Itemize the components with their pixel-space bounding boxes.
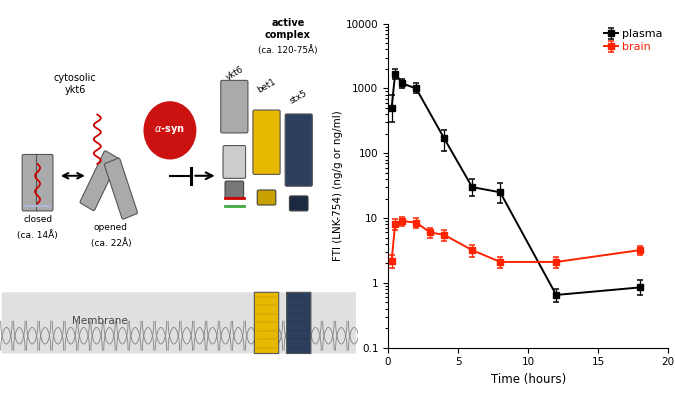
- Text: closed: closed: [23, 215, 52, 224]
- FancyBboxPatch shape: [225, 181, 244, 198]
- FancyBboxPatch shape: [287, 292, 311, 354]
- X-axis label: Time (hours): Time (hours): [491, 373, 566, 386]
- FancyBboxPatch shape: [36, 154, 53, 211]
- FancyBboxPatch shape: [2, 292, 356, 354]
- Text: stx5: stx5: [288, 89, 309, 106]
- FancyBboxPatch shape: [105, 158, 138, 219]
- Y-axis label: FTI (LNK-754) (ng/g or ng/ml): FTI (LNK-754) (ng/g or ng/ml): [333, 110, 343, 261]
- Text: Membrane: Membrane: [72, 316, 128, 326]
- Text: $\alpha$-syn: $\alpha$-syn: [155, 124, 186, 136]
- FancyBboxPatch shape: [290, 196, 308, 211]
- Text: cytosolic
ykt6: cytosolic ykt6: [54, 73, 97, 96]
- FancyBboxPatch shape: [254, 292, 279, 354]
- FancyBboxPatch shape: [223, 146, 246, 178]
- FancyBboxPatch shape: [257, 190, 276, 205]
- Text: ykt6: ykt6: [224, 65, 245, 83]
- Text: (ca. 14Å): (ca. 14Å): [17, 230, 58, 240]
- FancyBboxPatch shape: [22, 154, 38, 211]
- FancyBboxPatch shape: [285, 114, 313, 186]
- Text: (ca. 120-75Å): (ca. 120-75Å): [258, 45, 318, 55]
- Text: opened: opened: [94, 223, 128, 232]
- FancyBboxPatch shape: [253, 110, 280, 175]
- Text: active
complex: active complex: [265, 18, 311, 40]
- Legend: plasma, brain: plasma, brain: [604, 29, 663, 52]
- FancyBboxPatch shape: [80, 151, 119, 211]
- Text: bet1: bet1: [256, 77, 277, 95]
- Text: (ca. 22Å): (ca. 22Å): [90, 238, 131, 248]
- FancyBboxPatch shape: [221, 81, 248, 133]
- Circle shape: [144, 102, 196, 159]
